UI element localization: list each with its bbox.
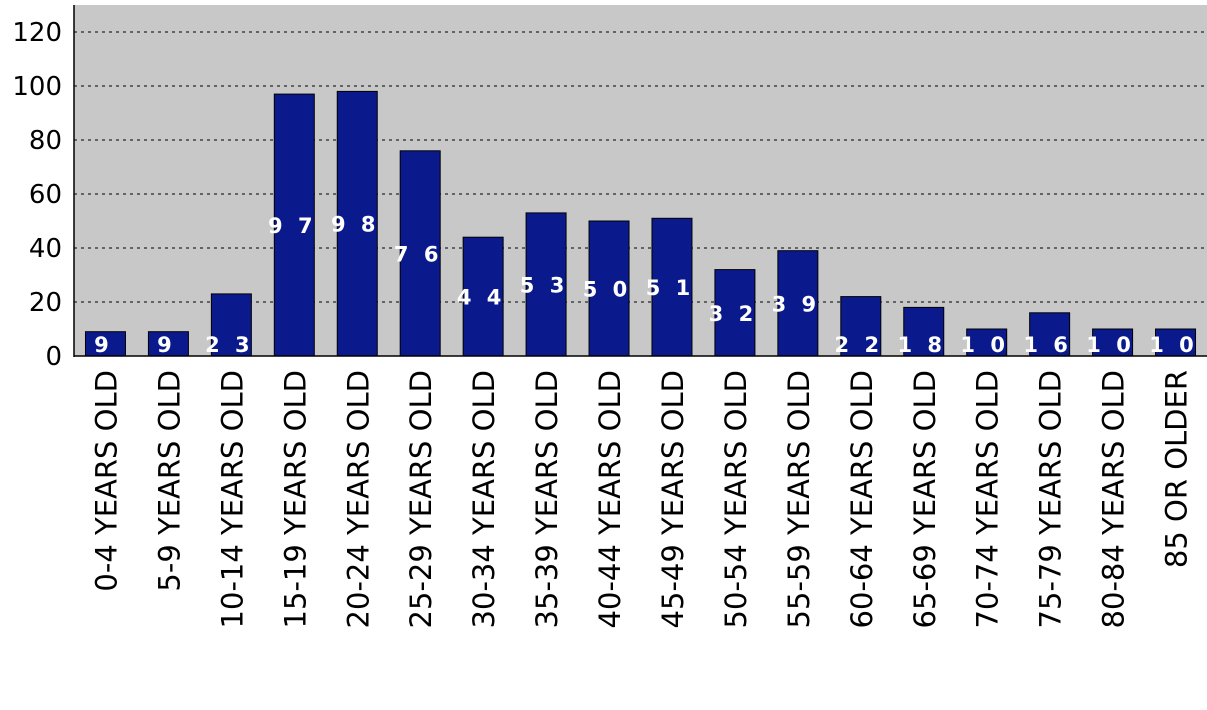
y-tick-label: 20 <box>29 288 62 318</box>
data-label: 5 0 <box>583 278 632 302</box>
y-tick-label: 0 <box>45 342 62 372</box>
data-label: 9 7 <box>268 214 317 238</box>
bars <box>84 90 1197 357</box>
x-tick-label: 70-74 YEARS OLD <box>971 370 1005 628</box>
data-label: 1 0 <box>960 333 1009 357</box>
data-label: 9 <box>94 333 113 357</box>
y-tick-label: 40 <box>29 234 62 264</box>
x-tick-label: 45-49 YEARS OLD <box>656 370 690 628</box>
data-label: 1 8 <box>897 333 946 357</box>
bar <box>84 331 126 357</box>
x-tick-label: 5-9 YEARS OLD <box>152 370 186 592</box>
bar <box>1092 328 1134 357</box>
bar <box>462 236 504 357</box>
x-tick-label: 15-19 YEARS OLD <box>278 370 312 628</box>
bar <box>147 331 189 357</box>
x-tick-label: 25-29 YEARS OLD <box>404 370 438 628</box>
y-tick-label: 60 <box>29 180 62 210</box>
data-label: 2 3 <box>205 333 254 357</box>
data-label: 7 6 <box>394 242 443 266</box>
data-label: 5 1 <box>646 276 695 300</box>
data-label: 9 8 <box>331 213 380 237</box>
x-tick-label: 80-84 YEARS OLD <box>1097 370 1131 628</box>
y-tick-label: 80 <box>29 126 62 156</box>
y-axis: 0 20 40 60 80 100 120 <box>12 5 1207 372</box>
data-label: 1 0 <box>1149 333 1198 357</box>
data-label: 5 3 <box>520 273 569 297</box>
x-tick-label: 75-79 YEARS OLD <box>1034 370 1068 628</box>
bar <box>210 293 252 357</box>
data-label: 2 2 <box>835 333 884 357</box>
x-tick-label: 30-34 YEARS OLD <box>467 370 501 628</box>
x-tick-label: 85 OR OLDER <box>1160 370 1194 568</box>
x-tick-label: 35-39 YEARS OLD <box>530 370 564 628</box>
x-tick-label: 60-64 YEARS OLD <box>845 370 879 628</box>
data-label: 3 9 <box>772 292 821 316</box>
bar <box>525 212 567 357</box>
data-label: 3 2 <box>709 302 758 326</box>
data-labels: 9 9 2 3 9 7 9 8 7 6 4 4 5 3 5 0 5 1 3 2 3 9 2 2 1 8 1 … <box>94 213 1198 357</box>
y-tick-label: 100 <box>12 72 62 102</box>
x-tick-label: 10-14 YEARS OLD <box>215 370 249 628</box>
x-tick-label: 40-44 YEARS OLD <box>593 370 627 628</box>
bar <box>588 220 630 357</box>
x-tick-label: 65-69 YEARS OLD <box>908 370 942 628</box>
bar <box>1155 328 1197 357</box>
bar <box>840 296 882 357</box>
x-tick-label: 20-24 YEARS OLD <box>341 370 375 628</box>
bar <box>651 217 693 357</box>
data-label: 9 <box>157 333 176 357</box>
x-tick-label: 55-59 YEARS OLD <box>782 370 816 628</box>
x-axis: 0-4 YEARS OLD 5-9 YEARS OLD 10-14 YEARS OL… <box>89 370 1193 628</box>
x-tick-label: 0-4 YEARS OLD <box>89 370 123 592</box>
bar <box>903 306 945 357</box>
y-tick-label: 120 <box>12 18 62 48</box>
x-tick-label: 50-54 YEARS OLD <box>719 370 753 628</box>
plot-area <box>74 5 1207 356</box>
data-label: 1 6 <box>1023 333 1072 357</box>
bar <box>777 250 819 357</box>
bar <box>966 328 1008 357</box>
bar <box>1029 312 1071 357</box>
data-label: 4 4 <box>457 286 506 310</box>
data-label: 1 0 <box>1086 333 1135 357</box>
